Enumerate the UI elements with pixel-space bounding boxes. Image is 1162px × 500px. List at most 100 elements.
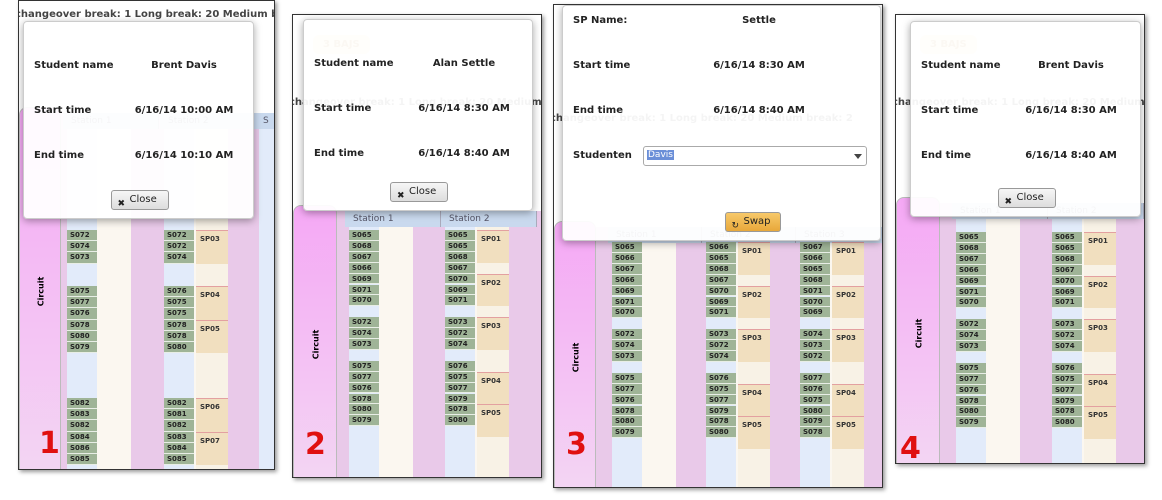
student-cell[interactable]: S080	[706, 427, 736, 439]
student-cell[interactable]: S078	[164, 319, 194, 331]
student-cell[interactable]: S080	[67, 330, 97, 342]
student-cell[interactable]: S071	[349, 284, 379, 296]
sp-cell[interactable]: SP05	[738, 416, 770, 450]
student-cell[interactable]: S077	[706, 394, 736, 406]
student-cell[interactable]: S082	[164, 398, 194, 410]
student-cell[interactable]: S066	[800, 252, 830, 264]
student-cell[interactable]: S076	[164, 286, 194, 298]
student-cell[interactable]: S082	[67, 420, 97, 432]
student-cell[interactable]: S070	[800, 296, 830, 308]
student-cell[interactable]: S074	[349, 328, 379, 339]
sp-cell[interactable]: SP03	[1084, 319, 1116, 352]
student-cell[interactable]: S072	[1052, 330, 1082, 341]
student-cell[interactable]: S074	[706, 351, 736, 362]
student-cell[interactable]: S079	[67, 342, 97, 354]
sp-cell[interactable]: SP01	[1084, 232, 1116, 265]
student-cell[interactable]: S070	[1052, 275, 1082, 287]
sp-cell[interactable]: SP04	[832, 383, 864, 417]
student-cell[interactable]: S067	[349, 251, 379, 263]
popup-button[interactable]: ↻ Swap	[724, 212, 781, 232]
student-cell[interactable]: S073	[706, 329, 736, 341]
sp-cell[interactable]: SP04	[196, 286, 228, 320]
student-cell[interactable]: S074	[800, 329, 830, 341]
sp-cell[interactable]: SP05	[196, 319, 228, 354]
sp-cell[interactable]: SP02	[477, 273, 509, 307]
popup-button[interactable]: ✖ Close	[390, 182, 448, 202]
student-cell[interactable]: S074	[956, 330, 986, 341]
student-cell[interactable]: S066	[612, 252, 642, 264]
student-cell[interactable]: S071	[956, 286, 986, 298]
student-cell[interactable]: S084	[164, 442, 194, 454]
student-cell[interactable]: S077	[612, 383, 642, 395]
student-cell[interactable]: S075	[1052, 373, 1082, 385]
student-cell[interactable]: S069	[956, 275, 986, 287]
student-cell[interactable]: S072	[164, 241, 194, 253]
student-cell[interactable]: S085	[164, 454, 194, 466]
student-cell[interactable]: S078	[67, 319, 97, 331]
student-cell[interactable]: S072	[164, 230, 194, 242]
student-cell[interactable]: S067	[956, 253, 986, 265]
sp-cell[interactable]: SP06	[196, 398, 228, 432]
student-cell[interactable]: S072	[956, 319, 986, 331]
student-cell[interactable]: S080	[445, 415, 475, 427]
popup-button[interactable]: ✖ Close	[997, 188, 1056, 208]
student-cell[interactable]: S065	[445, 230, 475, 241]
student-cell[interactable]: S067	[1052, 264, 1082, 276]
student-cell[interactable]: S076	[445, 360, 475, 372]
student-cell[interactable]: S071	[800, 285, 830, 297]
student-cell[interactable]: S079	[956, 417, 986, 429]
student-cell[interactable]: S082	[67, 398, 97, 410]
student-cell[interactable]: S066	[706, 242, 736, 253]
student-cell[interactable]: S065	[445, 240, 475, 252]
student-cell[interactable]: S077	[445, 382, 475, 394]
student-cell[interactable]: S078	[349, 393, 379, 405]
student-select[interactable]: Davis	[643, 146, 867, 166]
student-cell[interactable]: S074	[1052, 341, 1082, 352]
sp-cell[interactable]: SP04	[477, 371, 509, 405]
student-cell[interactable]: S078	[1052, 406, 1082, 418]
student-cell[interactable]: S065	[1052, 232, 1082, 243]
student-cell[interactable]: S065	[706, 252, 736, 264]
student-cell[interactable]: S079	[706, 405, 736, 417]
student-cell[interactable]: S070	[612, 307, 642, 319]
student-cell[interactable]: S069	[349, 273, 379, 285]
sp-cell[interactable]: SP03	[832, 329, 864, 362]
student-cell[interactable]: S074	[612, 340, 642, 351]
student-cell[interactable]: S080	[800, 405, 830, 417]
student-cell[interactable]: S075	[800, 394, 830, 406]
student-cell[interactable]: S076	[349, 382, 379, 394]
student-cell[interactable]: S068	[956, 242, 986, 254]
sp-cell[interactable]: SP01	[477, 230, 509, 263]
student-cell[interactable]: S071	[445, 295, 475, 307]
student-cell[interactable]: S082	[164, 420, 194, 432]
sp-cell[interactable]: SP05	[477, 404, 509, 438]
student-cell[interactable]: S085	[67, 454, 97, 466]
student-cell[interactable]: S070	[956, 297, 986, 309]
sp-cell[interactable]: SP02	[832, 285, 864, 319]
student-cell[interactable]: S065	[800, 263, 830, 275]
sp-cell[interactable]: SP03	[196, 230, 228, 264]
student-cell[interactable]: S072	[706, 340, 736, 351]
student-cell[interactable]: S074	[445, 339, 475, 350]
student-cell[interactable]: S080	[1052, 417, 1082, 429]
student-cell[interactable]: S073	[612, 351, 642, 362]
student-cell[interactable]: S077	[67, 297, 97, 309]
student-cell[interactable]: S080	[956, 406, 986, 418]
student-cell[interactable]: S078	[445, 404, 475, 416]
sp-cell[interactable]: SP01	[738, 242, 770, 275]
student-cell[interactable]: S075	[445, 371, 475, 383]
student-cell[interactable]: S072	[349, 317, 379, 329]
student-cell[interactable]: S070	[349, 295, 379, 307]
student-cell[interactable]: S081	[164, 409, 194, 421]
student-cell[interactable]: S073	[800, 340, 830, 351]
student-cell[interactable]: S071	[612, 296, 642, 308]
student-cell[interactable]: S086	[67, 442, 97, 454]
student-cell[interactable]: S068	[706, 263, 736, 275]
student-cell[interactable]: S076	[800, 383, 830, 395]
student-cell[interactable]: S084	[67, 431, 97, 443]
student-cell[interactable]: S072	[67, 230, 97, 242]
student-cell[interactable]: S080	[349, 404, 379, 416]
student-cell[interactable]: S080	[164, 342, 194, 354]
sp-cell[interactable]: SP04	[738, 383, 770, 417]
student-cell[interactable]: S078	[706, 416, 736, 428]
